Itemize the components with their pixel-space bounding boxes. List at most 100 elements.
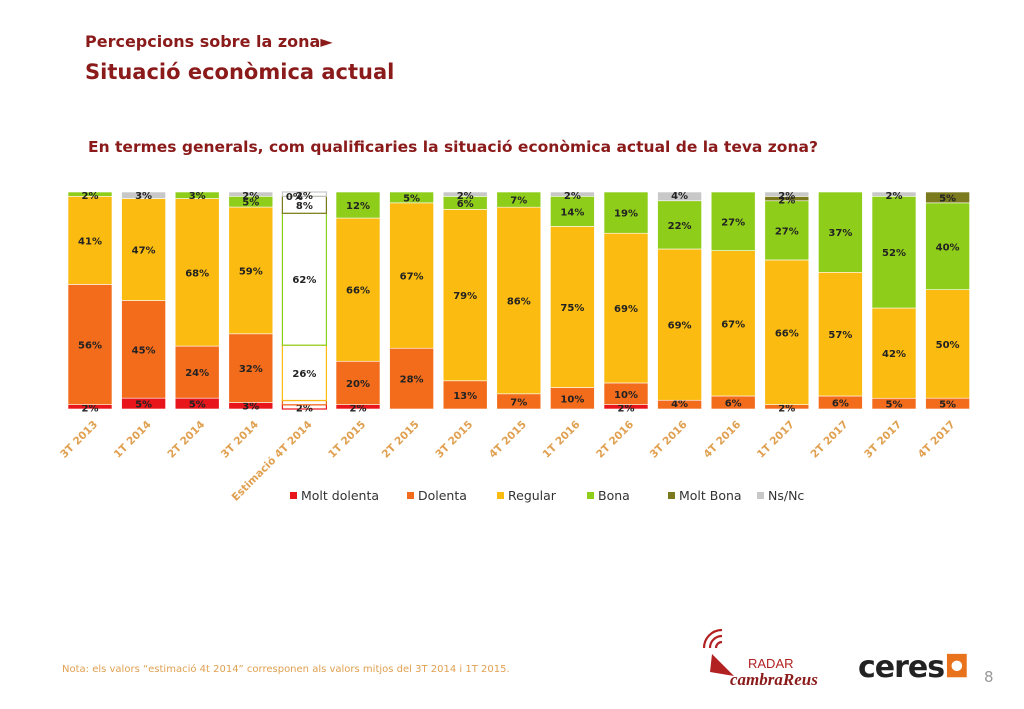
data-label: 47% [132,246,156,257]
category-label: 2T 2014 [165,419,207,461]
bar-segment [389,191,434,204]
data-label: 28% [400,375,424,386]
radar-logo-bottom: cambraReus [730,670,818,688]
data-label: 3% [242,402,259,413]
bar-group: 5% 42% 52% 2% [871,191,917,411]
stacked-bar-chart: 2% 56% 41% 2% 3T 2013 5% 45% 47% 3% 1T 2014 5% 24% 6… [58,191,970,504]
bar-segment [871,307,917,399]
data-label: 27% [721,217,745,228]
bar-segment [442,380,488,410]
radar-logo-top: RADAR [748,656,794,671]
data-label: 4% [671,191,688,202]
category-label: 2T 2015 [380,419,422,461]
data-label: 42% [882,349,906,360]
bar-segment [121,198,166,301]
data-label: 79% [453,291,477,302]
data-label: 40% [936,242,960,253]
bar-segment [281,191,327,197]
legend-label: Regular [508,488,557,503]
data-label: 2% [457,191,474,202]
data-label: 2% [296,404,313,415]
bar-segment [925,191,970,204]
legend-swatch [757,492,764,499]
data-label: 66% [775,328,799,339]
data-label: 37% [828,228,852,239]
data-label: 67% [400,272,424,283]
legend-item: Dolenta [407,488,467,503]
legend-item: Ns/Nc [757,488,804,503]
data-label: 8% [296,201,313,212]
data-label: 2% [618,404,635,415]
data-label: 20% [346,379,370,390]
legend-label: Molt dolenta [301,488,379,503]
data-label: 56% [78,341,102,352]
section-kicker: Percepcions sobre la zona► [85,32,333,51]
data-label: 69% [614,304,638,315]
data-label: 66% [346,286,370,297]
legend-label: Ns/Nc [768,488,804,503]
data-label: 3% [189,191,206,202]
bar-segment [389,202,434,349]
bar-segment [228,206,274,335]
data-label: 7% [510,196,527,207]
data-label: 19% [614,209,638,220]
bar-segment [496,191,542,208]
data-label: 5% [135,400,152,411]
data-label: 68% [185,268,209,279]
bar-group: 5% 50% 40% 5% [925,191,970,411]
bar-group: 3% 32% 59% 5%2% [228,191,274,413]
bar-segment [764,200,810,261]
data-label: 5% [886,400,903,411]
data-label: 59% [239,266,263,277]
legend-item: Molt dolenta [290,488,379,503]
bar-group: 13% 79% 6%2% [442,191,488,410]
data-label: 2% [778,191,795,202]
bar-group: 10% 75% 14% 2% [550,191,595,410]
data-label: 41% [78,236,102,247]
bar-group: 6% 67% 27% [710,191,756,409]
bar-segment [442,191,488,197]
category-label: 3T 2013 [58,419,100,461]
data-label: 10% [560,394,584,405]
bar-segment [764,191,810,197]
data-label: 5% [939,400,956,411]
category-label: 1T 2016 [541,419,583,461]
page-title: Situació econòmica actual [85,60,395,84]
bar-segment [710,250,756,397]
bar-group: 2% 10% 69% 19% [603,191,649,415]
bar-segment [657,248,702,401]
bar-segment [818,191,863,273]
data-label: 6% [725,398,742,409]
category-label: 1T 2014 [112,419,154,461]
category-label: 1T 2015 [326,419,368,461]
legend-label: Molt Bona [679,488,742,503]
data-label: 26% [292,369,316,380]
legend-item: Regular [497,488,557,503]
bar-group: 2%66%27%2%2% [764,191,810,415]
bar-segment [121,191,166,199]
data-label: 6% [457,199,474,210]
footnote: Nota: els valors “estimació 4t 2014” cor… [62,664,510,675]
bar-segment [121,300,166,399]
bar-segment [67,195,113,285]
data-label: 27% [775,226,799,237]
bar-segment [657,200,702,250]
bar-segment [67,284,113,406]
ceres-logo-text: ceres [858,650,945,685]
bar-segment [710,191,756,251]
legend-item: Molt Bona [668,488,742,503]
data-label: 50% [936,340,960,351]
data-label: 32% [239,364,263,375]
legend-swatch [407,492,414,499]
data-label: 5% [403,193,420,204]
bar-segment [871,191,917,197]
ceres-logo-mark-icon: ◘ [944,650,969,685]
data-label: 5% [242,198,259,209]
bar-segment [603,191,649,234]
bar-segment [657,191,702,202]
bar-segment [174,345,220,399]
bar-group: 2% 56% 41% 2% [67,191,113,415]
legend-label: Dolenta [418,488,467,503]
bar-group: 28% 67% 5% [389,191,434,410]
data-label: 13% [453,391,477,402]
